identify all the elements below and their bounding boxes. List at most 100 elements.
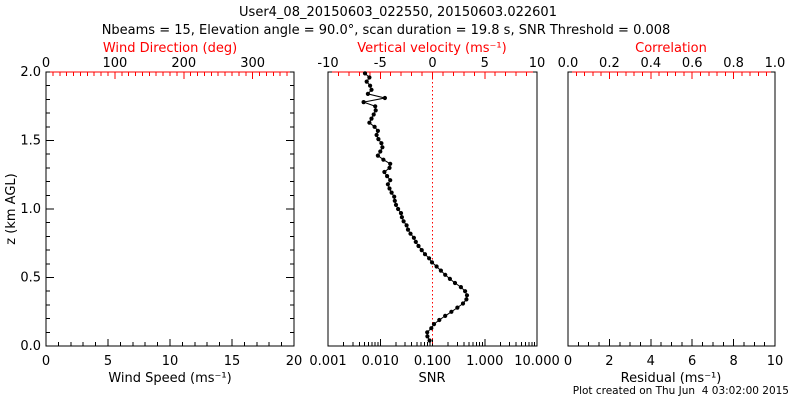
data-point	[405, 227, 411, 232]
panel-border	[45, 71, 295, 347]
data-point	[368, 83, 373, 88]
data-point	[388, 161, 393, 166]
data-point	[367, 120, 372, 125]
tick-label: 5	[481, 56, 489, 71]
tick-label: 0.2	[599, 56, 620, 71]
tick-label: -10	[317, 56, 338, 71]
tick-label: 10	[162, 354, 179, 369]
tick-label: 100	[102, 56, 127, 71]
tick-label: 8	[729, 354, 737, 369]
data-point	[376, 137, 381, 142]
tick-label: 2	[605, 354, 613, 369]
bottom-axis-title-snr: SNR	[418, 371, 445, 386]
data-point	[375, 153, 380, 158]
data-point	[431, 322, 437, 327]
labels-layer: User4_08_20150603_022550, 20150603.02260…	[4, 5, 789, 397]
tick-label: -5	[374, 56, 387, 71]
y-tick-label: 0.0	[20, 339, 41, 354]
tick-label: 4	[647, 354, 655, 369]
data-point	[393, 202, 399, 207]
footer-timestamp: Plot created on Thu Jun 4 03:02:00 2015	[573, 385, 789, 397]
tick-label: 1.000	[466, 354, 503, 369]
data-point	[365, 91, 370, 96]
tick-label: 0	[42, 56, 50, 71]
top-axis-title-correlation: Correlation	[635, 41, 707, 56]
tick-label: 15	[224, 354, 241, 369]
data-point	[388, 178, 393, 183]
tick-label: 0.8	[723, 56, 744, 71]
data-point	[389, 190, 394, 195]
data-point	[460, 301, 466, 306]
top-axis-title-wind-direction: Wind Direction (deg)	[103, 41, 237, 56]
data-point	[361, 100, 366, 105]
tick-label: 0.010	[362, 354, 399, 369]
tick-label: 0.4	[640, 56, 661, 71]
tick-label: 6	[688, 354, 696, 369]
data-point	[380, 145, 385, 150]
data-point	[429, 326, 434, 331]
data-point	[411, 235, 416, 240]
data-point	[399, 215, 404, 220]
top-axis-title-vertical-velocity: Vertical velocity (ms⁻¹)	[357, 41, 506, 56]
data-point	[438, 268, 443, 273]
tick-label: 5	[104, 354, 112, 369]
data-point	[401, 219, 406, 224]
data-point	[372, 124, 377, 129]
data-point	[427, 256, 432, 261]
y-tick-label: 0.5	[20, 271, 41, 286]
data-point	[396, 206, 401, 212]
data-point	[378, 149, 383, 154]
data-point	[408, 231, 413, 236]
tick-label: 1.0	[765, 56, 786, 71]
tick-label: 10	[529, 56, 546, 71]
data-layer	[361, 71, 470, 345]
data-point	[434, 264, 439, 269]
data-point	[362, 71, 368, 76]
data-point	[464, 293, 470, 298]
data-point	[464, 297, 469, 302]
data-point	[392, 194, 397, 199]
tick-label: 0.6	[682, 56, 703, 71]
data-point	[375, 128, 380, 133]
data-point	[449, 309, 454, 314]
data-point	[447, 276, 452, 281]
tick-label: 20	[286, 354, 303, 369]
data-line	[361, 73, 468, 341]
data-point	[364, 79, 369, 84]
panel-border	[327, 71, 538, 347]
tick-label: 10.000	[514, 354, 560, 369]
data-point	[398, 211, 404, 216]
data-point	[392, 198, 397, 203]
tick-label: 200	[171, 56, 196, 71]
tick-label: 300	[240, 56, 265, 71]
bottom-axis-title-wind-speed: Wind Speed (ms⁻¹)	[108, 371, 231, 386]
data-point	[387, 165, 392, 170]
data-point	[413, 239, 418, 244]
data-point	[437, 317, 442, 323]
data-point	[404, 223, 409, 228]
data-point	[425, 334, 430, 339]
data-point	[427, 338, 432, 343]
data-point	[369, 87, 374, 92]
data-point	[382, 95, 387, 101]
y-axis-title: z (km AGL)	[4, 173, 19, 244]
data-point	[458, 285, 463, 290]
tick-label: 0	[428, 56, 436, 71]
data-point	[373, 104, 378, 109]
data-point	[416, 243, 421, 249]
plot-subtitle: Nbeams = 15, Elevation angle = 90.0°, sc…	[102, 23, 671, 38]
data-point	[443, 313, 448, 318]
data-point	[373, 108, 378, 113]
plot-title: User4_08_20150603_022550, 20150603.02260…	[239, 5, 557, 20]
data-point	[379, 141, 384, 146]
data-point	[443, 272, 448, 277]
data-point	[385, 174, 390, 179]
data-point	[385, 182, 390, 187]
panel-border	[567, 71, 776, 347]
data-point	[419, 248, 424, 253]
data-point	[429, 260, 435, 265]
y-tick-label: 1.5	[20, 134, 41, 149]
